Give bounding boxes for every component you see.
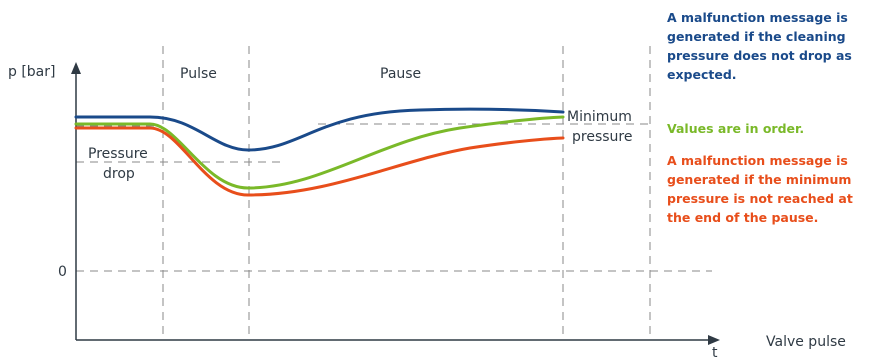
- y-axis-arrow: [71, 62, 81, 74]
- valve-pulse-label: Valve pulse: [766, 334, 846, 350]
- zero-tick-label: 0: [58, 264, 67, 280]
- x-axis-arrow: [708, 335, 720, 345]
- phase-label-pulse: Pulse: [180, 66, 217, 82]
- note-values-ok: Values are in order.: [667, 121, 805, 136]
- minimum-pressure-label-line1: Minimum: [567, 109, 632, 125]
- note-malfunction-cleaning: A malfunction message is generated if th…: [667, 10, 852, 82]
- x-axis-label: t: [712, 345, 718, 358]
- note-malfunction-minimum: A malfunction message is generated if th…: [667, 153, 853, 225]
- series-line-red: [74, 126, 565, 197]
- series-line-green: [74, 115, 565, 190]
- pressure-drop-label-line2: drop: [103, 166, 135, 182]
- minimum-pressure-label-line2: pressure: [572, 129, 632, 145]
- y-axis-label: p [bar]: [8, 64, 55, 80]
- pressure-drop-label-line1: Pressure: [88, 146, 148, 162]
- series-line-blue: [74, 107, 565, 152]
- phase-label-pause: Pause: [380, 66, 421, 82]
